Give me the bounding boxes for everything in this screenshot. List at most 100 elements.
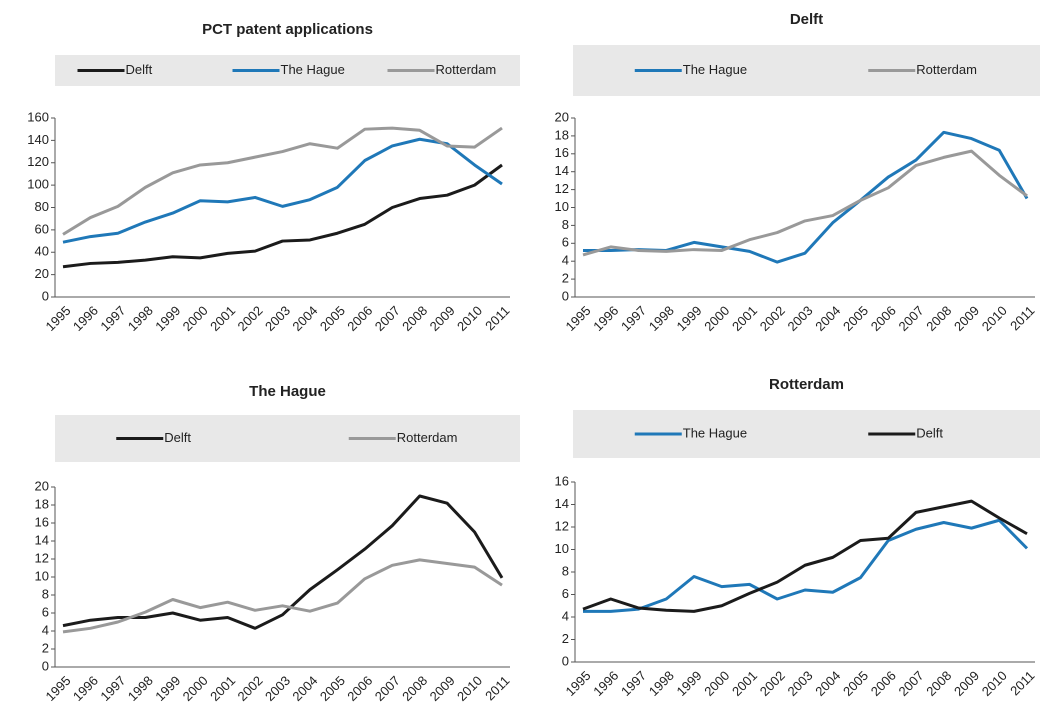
- line-series: [62, 126, 503, 236]
- x-tick-label: 2008: [399, 673, 430, 704]
- x-tick-label: 2000: [701, 668, 732, 699]
- x-tick-label: 1998: [125, 303, 156, 334]
- legend-label: The Hague: [683, 62, 747, 77]
- x-tick-label: 2011: [1007, 668, 1037, 698]
- y-tick-label: 6: [562, 586, 569, 601]
- y-tick-label: 20: [555, 109, 569, 124]
- line-series: [583, 518, 1029, 613]
- x-tick-label: 2010: [454, 673, 485, 704]
- x-tick-label: 2008: [399, 303, 430, 334]
- x-tick-label: 2009: [427, 303, 458, 334]
- x-tick-label: 2007: [895, 668, 926, 699]
- legend-box: [55, 55, 520, 86]
- x-tick-label: 2007: [372, 673, 403, 704]
- x-tick-label: 2004: [289, 303, 320, 334]
- x-tick-label: 2002: [235, 303, 266, 334]
- y-tick-label: 0: [42, 658, 49, 673]
- x-tick-label: 2002: [757, 303, 788, 334]
- line-series: [582, 149, 1028, 257]
- y-tick-label: 18: [555, 127, 569, 142]
- y-tick-label: 140: [27, 132, 49, 147]
- y-tick-label: 18: [35, 496, 49, 511]
- x-tick-label: 1996: [590, 668, 621, 699]
- x-tick-label: 2005: [840, 668, 871, 699]
- y-tick-label: 40: [35, 244, 49, 259]
- y-tick-label: 12: [555, 518, 569, 533]
- chart-title: Rotterdam: [769, 376, 844, 393]
- x-tick-label: 2006: [868, 668, 899, 699]
- x-tick-label: 2002: [235, 673, 266, 704]
- line-series: [583, 130, 1029, 264]
- x-tick-label: 1995: [562, 303, 593, 334]
- y-tick-label: 16: [35, 514, 49, 529]
- y-tick-label: 0: [42, 288, 49, 303]
- x-tick-label: 2006: [344, 303, 375, 334]
- x-tick-label: 2003: [262, 303, 293, 334]
- y-tick-label: 80: [35, 199, 49, 214]
- x-tick-label: 2009: [427, 673, 458, 704]
- x-tick-label: 2005: [840, 303, 871, 334]
- x-tick-label: 1998: [646, 668, 677, 699]
- x-tick-label: 2005: [317, 673, 348, 704]
- x-tick-label: 1997: [97, 673, 128, 704]
- y-tick-label: 14: [555, 163, 569, 178]
- line-series: [62, 137, 503, 244]
- x-tick-label: 2001: [207, 673, 238, 704]
- x-tick-label: 2007: [895, 303, 926, 334]
- x-tick-label: 1998: [646, 303, 677, 334]
- y-tick-label: 16: [555, 473, 569, 488]
- legend-label: Rotterdam: [436, 62, 497, 77]
- y-tick-label: 120: [27, 154, 49, 169]
- x-tick-label: 2000: [180, 673, 211, 704]
- x-tick-label: 1995: [562, 668, 593, 699]
- x-tick-label: 2004: [289, 673, 320, 704]
- y-tick-label: 6: [562, 235, 569, 250]
- chart-title: Delft: [790, 11, 823, 28]
- x-tick-label: 2004: [812, 668, 843, 699]
- x-tick-label: 2005: [317, 303, 348, 334]
- legend-label: Delft: [916, 425, 943, 440]
- y-tick-label: 0: [562, 288, 569, 303]
- legend-label: Delft: [164, 430, 191, 445]
- chart-title: PCT patent applications: [202, 21, 373, 38]
- y-tick-label: 20: [35, 266, 49, 281]
- x-tick-label: 2009: [951, 303, 982, 334]
- x-tick-label: 1998: [125, 673, 156, 704]
- x-tick-label: 2011: [1007, 303, 1037, 333]
- y-tick-label: 2: [562, 631, 569, 646]
- y-tick-label: 2: [42, 640, 49, 655]
- line-series: [62, 163, 503, 269]
- line-series: [62, 558, 503, 634]
- y-tick-label: 60: [35, 221, 49, 236]
- x-tick-label: 1995: [42, 673, 73, 704]
- x-tick-label: 2010: [454, 303, 485, 334]
- y-tick-label: 8: [42, 586, 49, 601]
- x-tick-label: 2001: [729, 668, 760, 699]
- y-tick-label: 10: [555, 199, 569, 214]
- chart-title: The Hague: [249, 383, 326, 400]
- y-tick-label: 6: [42, 604, 49, 619]
- legend-label: The Hague: [281, 62, 345, 77]
- y-tick-label: 2: [562, 271, 569, 286]
- x-tick-label: 2010: [979, 668, 1010, 699]
- x-tick-label: 1995: [42, 303, 73, 334]
- y-tick-label: 10: [35, 568, 49, 583]
- y-tick-label: 4: [42, 622, 49, 637]
- x-tick-label: 1997: [97, 303, 128, 334]
- y-tick-label: 12: [35, 550, 49, 565]
- x-tick-label: 2001: [729, 303, 760, 334]
- x-tick-label: 2006: [344, 673, 375, 704]
- y-tick-label: 0: [562, 653, 569, 668]
- x-tick-label: 2004: [812, 303, 843, 334]
- x-tick-label: 2008: [923, 303, 954, 334]
- y-tick-label: 20: [35, 478, 49, 493]
- x-tick-label: 1999: [673, 668, 704, 699]
- x-tick-label: 2009: [951, 668, 982, 699]
- legend-label: The Hague: [683, 425, 747, 440]
- x-tick-label: 2008: [923, 668, 954, 699]
- x-tick-label: 1996: [70, 673, 101, 704]
- x-tick-label: 2010: [979, 303, 1010, 334]
- y-tick-label: 14: [35, 532, 49, 547]
- y-tick-label: 4: [562, 253, 569, 268]
